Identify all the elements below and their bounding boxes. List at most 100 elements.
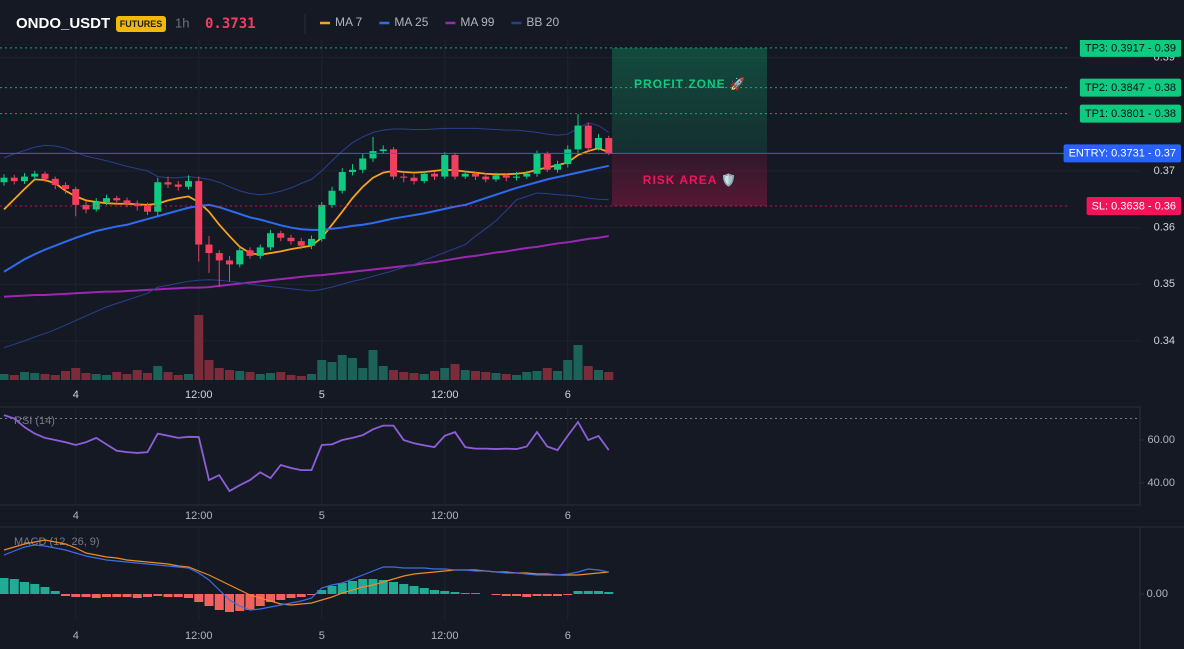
histogram-bar — [368, 579, 378, 594]
histogram-bar — [235, 594, 245, 611]
candle-body — [154, 182, 162, 212]
histogram-bar — [50, 591, 60, 594]
candle-body — [123, 200, 131, 204]
x-tick-label: 12:00 — [185, 389, 213, 401]
histogram-bar — [573, 591, 583, 594]
histogram-bar — [296, 594, 306, 597]
volume-bar — [173, 375, 183, 380]
histogram-bar — [512, 594, 521, 596]
histogram-bar — [553, 594, 562, 596]
histogram-bar — [389, 582, 398, 594]
histogram-bar — [419, 588, 429, 594]
candle-body — [400, 176, 408, 178]
volume-bar — [245, 372, 255, 380]
histogram-bar — [40, 587, 50, 594]
histogram-bar — [460, 593, 470, 594]
histogram-bar — [594, 591, 603, 594]
histogram-bar — [266, 594, 275, 602]
histogram-bar — [450, 592, 460, 594]
histogram-bar — [337, 583, 347, 594]
histogram-bar — [0, 578, 9, 594]
histogram-bar — [327, 586, 337, 594]
x-tick-label: 4 — [73, 630, 79, 642]
candle-body — [195, 181, 203, 245]
candle-body — [308, 238, 315, 246]
volume-bar — [440, 368, 450, 380]
candle-body — [246, 250, 254, 256]
candle-body — [328, 190, 336, 205]
histogram-bar — [20, 582, 29, 594]
level-label: TP1: 0.3801 - 0.38 — [1085, 108, 1176, 120]
volume-bar — [112, 372, 122, 380]
candle-body — [441, 155, 449, 177]
histogram-bar — [307, 594, 316, 595]
last-price: 0.3731 — [205, 16, 256, 32]
candle-body — [543, 153, 551, 170]
x-tick-label: 5 — [319, 630, 325, 642]
y-tick-label: 0.34 — [1154, 335, 1175, 347]
level-label-bg — [1063, 144, 1181, 163]
volume-bar — [532, 371, 542, 380]
volume-bar — [583, 366, 593, 380]
histogram-bar — [542, 594, 552, 596]
histogram-bar — [255, 594, 265, 606]
candle-body — [277, 233, 285, 238]
volume-bar — [327, 362, 337, 380]
pane-title: RSI (14) — [14, 415, 55, 427]
candle-body — [420, 173, 428, 182]
histogram-bar — [399, 584, 409, 594]
candle-body — [144, 206, 151, 212]
histogram-bar — [102, 594, 111, 597]
y-tick-label: 0.35 — [1154, 278, 1175, 290]
volume-bar — [225, 370, 234, 380]
badge-bg — [116, 16, 166, 32]
x-tick-label: 12:00 — [185, 510, 213, 522]
histogram-bar — [501, 594, 511, 596]
volume-bar — [317, 360, 327, 380]
badge: FUTURES — [120, 19, 163, 29]
candle-body — [174, 184, 182, 187]
candle-body — [226, 260, 233, 265]
candle-body — [10, 177, 18, 182]
x-tick-label: 12:00 — [185, 630, 213, 642]
candle-body — [564, 149, 572, 165]
volume-bar — [143, 373, 152, 380]
zone-label: RISK AREA 🛡️ — [643, 173, 737, 187]
candle-body — [533, 153, 541, 174]
histogram-bar — [317, 590, 327, 594]
candle-body — [113, 198, 121, 201]
x-tick-label: 6 — [565, 630, 571, 642]
y-tick-label: 40.00 — [1147, 477, 1175, 489]
volume-bar — [9, 375, 19, 380]
histogram-bar — [153, 594, 163, 596]
candle-body — [133, 203, 141, 207]
candle-body — [369, 151, 377, 159]
candle-body — [451, 155, 459, 177]
histogram-bar — [583, 591, 593, 594]
band-line — [3, 192, 609, 349]
histogram-bar — [440, 591, 450, 594]
candle-body — [523, 173, 531, 177]
candle-body — [51, 178, 59, 186]
candle-body — [554, 164, 561, 170]
y-tick-label: 0.00 — [1147, 588, 1168, 600]
volume-bar — [122, 374, 132, 380]
level-label-bg — [1079, 104, 1181, 123]
volume-bar — [0, 374, 9, 380]
candle-body — [379, 149, 387, 152]
volume-bar — [389, 370, 398, 380]
volume-bar — [512, 375, 521, 380]
candle-body — [492, 175, 500, 180]
volume-bar — [50, 375, 60, 380]
volume-bar — [460, 370, 470, 380]
volume-bar — [276, 372, 286, 380]
volume-bar — [573, 345, 583, 380]
candle-body — [390, 149, 397, 177]
candle-body — [338, 172, 346, 191]
volume-bar — [419, 374, 429, 380]
candle-body — [318, 204, 326, 239]
level-label: ENTRY: 0.3731 - 0.37 — [1069, 148, 1176, 160]
